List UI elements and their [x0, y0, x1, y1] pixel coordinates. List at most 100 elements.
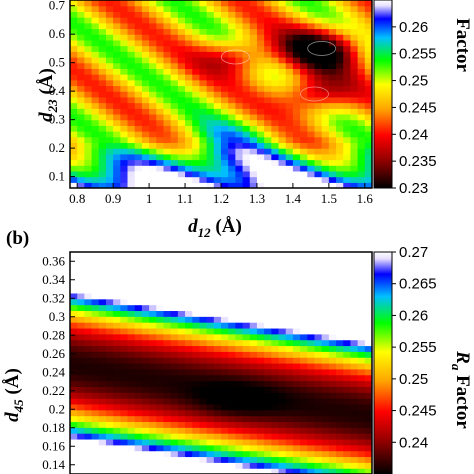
- panel-a-cell: [77, 131, 85, 138]
- panel-a-cell: [278, 91, 287, 98]
- panel-b-cell: [256, 462, 265, 469]
- panel-a-cell: [264, 165, 272, 172]
- panel-b-cell: [321, 339, 330, 347]
- panel-b-cell: [149, 275, 157, 282]
- panel-b-cell: [170, 433, 179, 440]
- panel-b-cell: [105, 444, 114, 452]
- panel-b-cell: [321, 287, 330, 294]
- panel-a-cell: [98, 182, 107, 188]
- panel-b-cell: [213, 374, 222, 382]
- panel-b-cell: [357, 450, 366, 458]
- panel-a-cell: [98, 0, 107, 7]
- panel-b-cell: [91, 403, 100, 411]
- panel-a-cell: [292, 45, 301, 52]
- panel-a-cell: [256, 165, 265, 172]
- panel-a-cell: [364, 102, 372, 109]
- panel-b-cell: [113, 281, 121, 288]
- panel-a-cell: [91, 74, 100, 81]
- panel-a-cell: [292, 113, 301, 121]
- panel-a-cell: [177, 131, 186, 138]
- panel-b-cell: [84, 456, 93, 463]
- panel-b-cell: [256, 304, 265, 312]
- panel-b-cell: [336, 281, 344, 288]
- panel-b-cell: [336, 275, 344, 282]
- panel-a-cell: [206, 165, 215, 172]
- panel-b-cell: [91, 304, 100, 312]
- panel-a-cell: [185, 91, 193, 98]
- panel-b-cell: [228, 444, 236, 452]
- panel-b-cell: [177, 409, 186, 417]
- panel-a-cell: [113, 79, 121, 87]
- panel-a-cell: [156, 85, 165, 92]
- panel-b-cell: [91, 456, 100, 463]
- panel-a-cell: [221, 165, 229, 172]
- panel-b-cell: [141, 263, 150, 271]
- panel-a-cell: [328, 108, 337, 115]
- panel-b-cell: [221, 363, 229, 370]
- panel-b-cell: [113, 386, 121, 393]
- panel-a-cell: [264, 62, 272, 69]
- panel-a-cell: [221, 91, 229, 98]
- panel-a-cell: [156, 159, 165, 166]
- panel-b-cell: [84, 421, 93, 428]
- panel-a-cell: [256, 85, 265, 92]
- panel-a-cell: [185, 68, 193, 75]
- panel-b-cell: [307, 339, 316, 347]
- panel-a-cell: [235, 91, 244, 98]
- panel-b-cell: [163, 409, 172, 417]
- panel-b-cell: [177, 444, 186, 452]
- panel-a-cell: [213, 22, 222, 30]
- panel-a-cell: [271, 79, 280, 87]
- panel-a-cell: [185, 17, 193, 24]
- panel-a-cell: [271, 125, 280, 132]
- panel-a-cell: [206, 56, 215, 64]
- panel-a-colorbar-tick-label: 0.25: [399, 73, 428, 90]
- panel-b-cell: [235, 351, 244, 358]
- panel-b-cell: [300, 392, 308, 399]
- panel-a-cell: [228, 102, 236, 109]
- panel-b-cell: [206, 363, 215, 370]
- panel-b-cell: [307, 351, 316, 358]
- panel-a-cell: [278, 28, 287, 35]
- panel-b-cell: [249, 380, 258, 387]
- panel-b-cell: [235, 456, 244, 463]
- panel-b-cell: [206, 304, 215, 312]
- panel-b-cell: [192, 263, 201, 271]
- panel-a-cell: [228, 39, 236, 47]
- panel-a-x-tick-label: 0.9: [105, 191, 121, 206]
- panel-b-cell: [120, 462, 129, 469]
- panel-b-cell: [192, 257, 201, 265]
- panel-a-cell: [127, 22, 136, 30]
- panel-a-cell: [156, 96, 165, 104]
- panel-b-cell: [285, 269, 294, 276]
- panel-a-cell: [256, 45, 265, 52]
- panel-a-cell: [177, 142, 186, 149]
- panel-b-cell: [177, 257, 186, 265]
- panel-a-cell: [127, 51, 136, 58]
- panel-b-cell: [70, 462, 78, 469]
- panel-a-cell: [292, 51, 301, 58]
- panel-b-cell: [300, 433, 308, 440]
- panel-b-cell: [264, 304, 272, 312]
- panel-b-cell: [235, 252, 244, 259]
- panel-b-cell: [249, 363, 258, 370]
- panel-b-cell: [105, 374, 114, 382]
- panel-b-cell: [177, 421, 186, 428]
- panel-b-cell: [84, 316, 93, 323]
- panel-a-cell: [199, 113, 208, 121]
- panel-b-cell: [213, 304, 222, 312]
- panel-b-cell: [156, 281, 165, 288]
- panel-a-cell: [242, 131, 251, 138]
- panel-b-cell: [328, 444, 337, 452]
- panel-b-cell: [264, 403, 272, 411]
- panel-a-cell: [307, 22, 316, 30]
- panel-b-cell: [264, 456, 272, 463]
- panel-b-cell: [292, 269, 301, 276]
- panel-a-cell: [70, 85, 78, 92]
- panel-b-cell: [192, 398, 201, 405]
- panel-b-cell: [271, 438, 280, 446]
- panel-a-cell: [300, 17, 308, 24]
- panel-b-cell: [141, 421, 150, 428]
- panel-a-cell: [91, 113, 100, 121]
- panel-a-cell: [141, 85, 150, 92]
